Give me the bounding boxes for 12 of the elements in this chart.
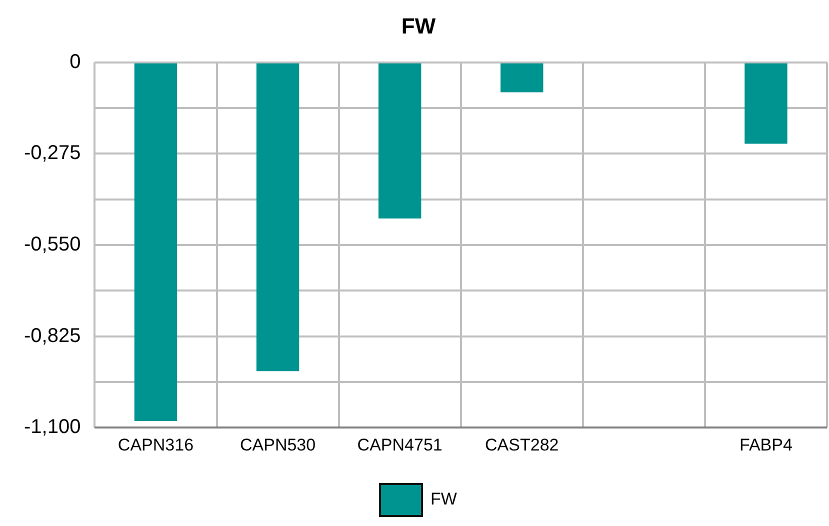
x-tick-label: CAPN4751 <box>357 435 442 454</box>
y-tick-label: -0,550 <box>24 234 81 256</box>
y-tick-label: -1,100 <box>24 416 81 438</box>
x-tick-label: CAPN316 <box>118 435 194 454</box>
y-tick-label: -0,825 <box>24 324 81 347</box>
chart-title: FW <box>401 13 436 38</box>
x-tick-label: FABP4 <box>740 435 792 454</box>
x-tick-label: CAST282 <box>485 435 559 454</box>
y-tick-label: 0 <box>70 50 81 73</box>
x-tick-label: CAPN530 <box>240 435 316 454</box>
legend-label: FW <box>430 490 457 509</box>
y-tick-label: -0,275 <box>24 142 81 164</box>
